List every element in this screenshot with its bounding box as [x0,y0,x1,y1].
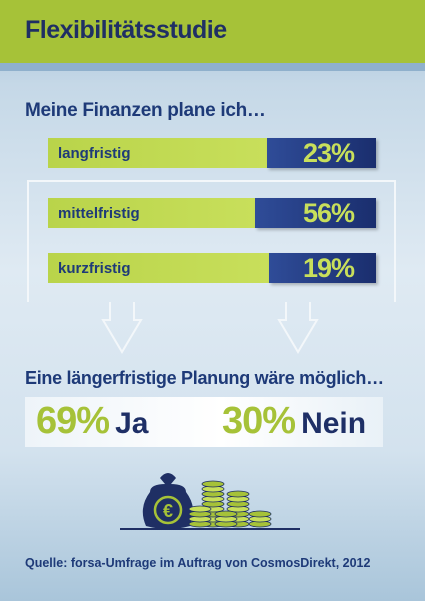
bar-value-label: 56% [302,197,355,228]
group-bracket [27,180,396,302]
coin [248,510,272,518]
answer-no-percent: 30% [222,400,296,442]
bar-track: mittelfristig [48,198,256,228]
answer-yes: 69% Ja [36,400,148,443]
bar-track: langfristig [48,138,268,168]
header-band [0,63,425,71]
bar-label: mittelfristig [58,204,140,222]
bag-euro-symbol: € [163,501,173,521]
bar-label: kurzfristig [58,259,131,277]
answer-yes-label: Ja [115,407,149,440]
coin [214,510,238,518]
bar-mittelfristig: mittelfristig 56% [48,198,376,228]
money-bag-icon: € [142,473,194,529]
coin [188,505,212,513]
down-arrow-left-icon [101,302,143,354]
bar-value-label: 19% [302,252,355,283]
source-note: Quelle: forsa-Umfrage im Auftrag von Cos… [25,556,371,570]
coin-stack-icon [188,480,272,528]
bar-langfristig: langfristig 23% [48,138,376,168]
answer-no: 30% Nein [222,400,366,443]
followup-statement: Eine längerfristige Planung wäre möglich… [25,368,384,388]
down-arrow-right-icon [277,302,319,354]
coin [226,490,250,498]
bar-value-label: 23% [302,137,355,168]
bar-track: kurzfristig [48,253,269,283]
ground-line [120,528,300,530]
bar-value-fill: 19% [268,252,376,283]
page-title: Flexibilitätsstudie [25,16,227,44]
answer-panel [25,397,383,447]
answer-no-label: Nein [301,407,367,440]
title-banner: Flexibilitätsstudie [0,0,425,63]
chart-title: Meine Finanzen plane ich… [25,100,266,121]
bar-value-fill: 23% [267,138,376,168]
bar-label: langfristig [58,144,131,162]
bar-value-fill: 56% [255,198,376,228]
coin [201,480,225,488]
bar-kurzfristig: kurzfristig 19% [48,253,376,283]
answer-yes-percent: 69% [36,400,110,442]
